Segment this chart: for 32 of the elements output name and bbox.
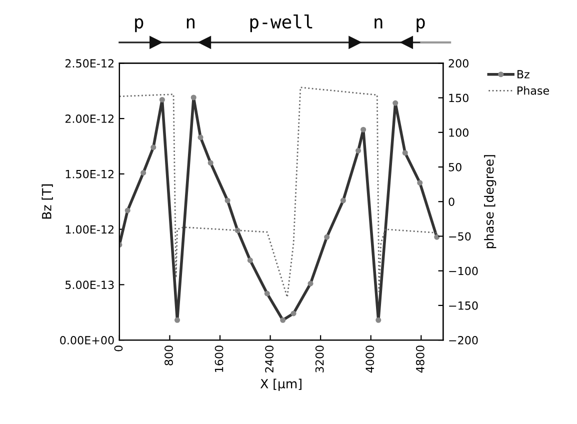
text: p	[135, 18, 144, 32]
y2-tick-label: 150	[449, 94, 468, 102]
y-tick-label: 5.00E-13	[66, 280, 114, 290]
legend-label: Phase	[518, 86, 550, 95]
y2-tick-label: 0	[448, 198, 454, 206]
y-tick-label: 1.00E-12	[66, 225, 114, 234]
text: p-well	[250, 14, 312, 32]
x-tick-label: 800	[164, 346, 173, 366]
y-tick-label: 0.00E+00	[60, 336, 114, 344]
y2-tick-label: 50	[448, 162, 462, 172]
y2-axis-title: phase [degree]	[484, 155, 496, 248]
x-tick-label: 3200	[315, 346, 324, 372]
x-tick-label: 2400	[265, 346, 274, 372]
x-axis-title: X [μm]	[260, 378, 302, 391]
x-tick-label: 0	[114, 346, 123, 352]
y-tick-label: 1.50E-12	[66, 170, 114, 178]
text: n	[186, 18, 194, 28]
x-tick-label: 1600	[214, 346, 224, 372]
x-tick-label: 4800	[416, 346, 424, 373]
text: n	[374, 18, 382, 28]
y2-tick-label: 100	[449, 128, 468, 137]
y2-tick-label: −100	[449, 266, 478, 276]
y2-tick-label: −50	[449, 232, 471, 241]
legend-label: Bz	[518, 70, 530, 78]
y2-tick-label: 200	[448, 59, 468, 68]
text: p	[416, 18, 425, 32]
x-tick-label: 4000	[366, 346, 374, 373]
y2-tick-label: −200	[449, 336, 478, 344]
y-tick-label: 2.00E-12	[65, 114, 114, 123]
y2-tick-label: −150	[449, 301, 478, 310]
y-axis-title: Bz [T]	[42, 184, 53, 219]
y-tick-label: 2.50E-12	[65, 59, 114, 68]
